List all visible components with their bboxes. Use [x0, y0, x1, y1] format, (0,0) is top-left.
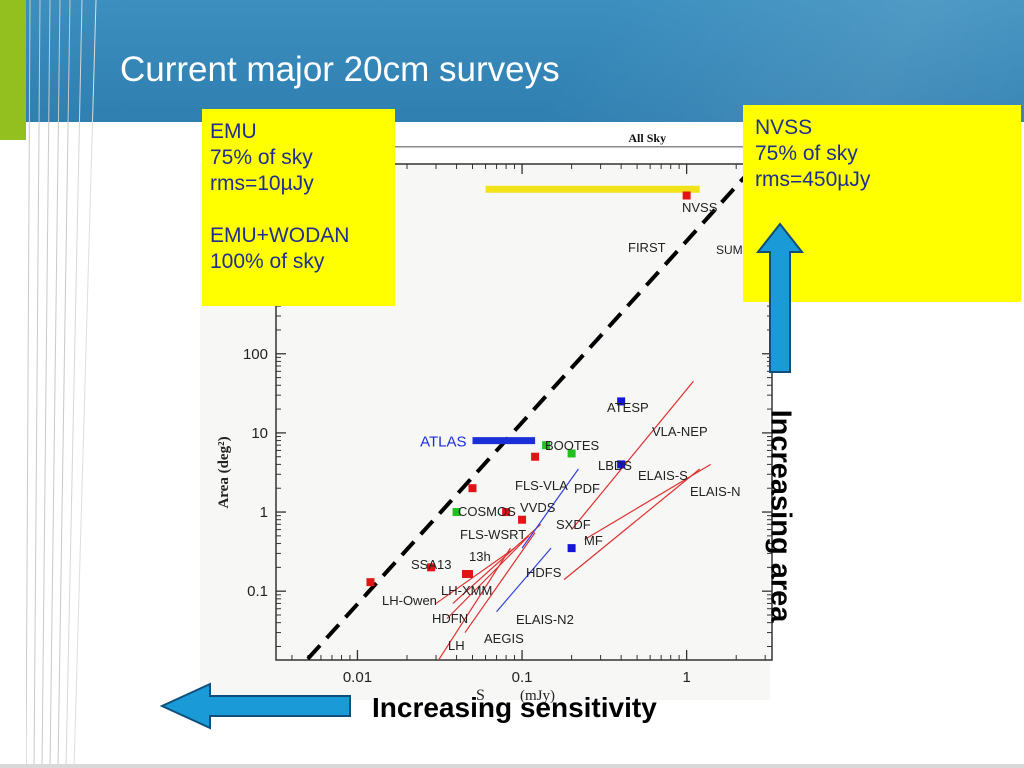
survey-label-hdfn: HDFN	[432, 611, 468, 626]
survey-label-elais-s: ELAIS-S	[638, 468, 688, 483]
bottom-border	[0, 764, 1024, 768]
green-accent-strip	[0, 0, 26, 140]
sensitivity-limit-line	[306, 164, 760, 660]
survey-track-red	[452, 523, 542, 604]
survey-track-red	[464, 532, 536, 633]
survey-label-bootes: BOOTES	[545, 438, 600, 453]
survey-label-aegis: AEGIS	[484, 631, 524, 646]
survey-track-blue	[521, 468, 579, 549]
emu-note-line: EMU	[210, 120, 257, 143]
decorative-lines	[26, 0, 97, 768]
survey-label-hdfs: HDFS	[526, 565, 562, 580]
emu-note-line: rms=10µJy	[210, 172, 314, 196]
survey-point-vvds	[502, 508, 511, 517]
survey-point-first	[682, 191, 691, 200]
survey-point-lbds	[567, 449, 576, 458]
y-tick-label: 0.1	[247, 583, 268, 600]
nvss-note-line: 75% of sky	[755, 142, 858, 166]
survey-track-red	[435, 547, 515, 604]
survey-label-pdf: PDF	[574, 481, 600, 496]
survey-label-vvds: VVDS	[520, 500, 556, 515]
survey-label-vla-nep: VLA-NEP	[652, 424, 708, 439]
survey-point-ssa13	[366, 578, 375, 587]
survey-point-bootes	[542, 441, 551, 450]
plot-axes-frame	[275, 163, 773, 661]
x-tick-label: 1	[682, 669, 690, 686]
survey-label-lh-xmm: LH-XMM	[441, 583, 492, 598]
left-arrow-icon	[159, 682, 351, 730]
survey-label-cosmos: COSMOS	[458, 504, 516, 519]
survey-track-red	[571, 380, 694, 530]
y-tick-label: 1	[260, 504, 268, 521]
survey-label-13h: 13h	[469, 549, 491, 564]
header-band	[0, 0, 1024, 122]
nvss-note-line: rms=450µJy	[755, 168, 871, 192]
emu-note-line: 75% of sky	[210, 146, 313, 170]
atlas-label: ATLAS	[420, 434, 466, 451]
survey-label-atesp: ATESP	[607, 400, 649, 415]
survey-label-elais-n: ELAIS-N	[690, 484, 741, 499]
emu-note-box: EMU 75% of sky rms=10µJy EMU+WODAN 100% …	[202, 109, 395, 306]
survey-label-elais-n2: ELAIS-N2	[516, 612, 574, 627]
x-tick-label: 0.1	[512, 669, 533, 686]
y-tick-label: 10	[251, 425, 268, 442]
survey-point-13h	[427, 563, 436, 572]
survey-track-red	[563, 468, 701, 581]
all-sky-label: All Sky	[628, 131, 666, 145]
survey-label-sum: SUM	[716, 243, 743, 257]
nvss-note-line: NVSS	[755, 116, 813, 139]
x-axis-unit: (mJy)	[520, 688, 555, 704]
survey-label-first: FIRST	[628, 240, 666, 255]
y-tick-label: 100	[243, 346, 268, 363]
survey-label-mf: MF	[584, 533, 603, 548]
emu-note-line: EMU+WODAN	[210, 224, 350, 248]
survey-point-elais-s	[617, 460, 626, 469]
survey-point-cosmos	[468, 484, 477, 493]
survey-label-nvss: NVSS	[682, 200, 718, 215]
survey-label-lh: LH	[448, 638, 465, 653]
slide-title: Current major 20cm surveys	[120, 50, 560, 89]
survey-point-fls-wsrt	[452, 508, 461, 517]
survey-track-red	[446, 535, 530, 620]
increasing-sensitivity-label: Increasing sensitivity	[372, 692, 657, 723]
emu-note-line: 100% of sky	[210, 250, 325, 274]
survey-label-lbds: LBDS	[598, 458, 632, 473]
survey-label-ssa13: SSA13	[411, 557, 451, 572]
nvss-note-box: NVSS 75% of sky rms=450µJy	[743, 105, 1021, 302]
survey-label-lh-owen: LH-Owen	[382, 593, 437, 608]
up-arrow-icon	[755, 222, 805, 373]
survey-point-fls-vla	[531, 452, 540, 461]
x-tick-label: 0.01	[343, 669, 372, 686]
y-axis-label: Area (deg²)	[216, 436, 232, 508]
survey-track-blue	[496, 547, 552, 613]
survey-label-fls-vla: FLS-VLA	[515, 478, 568, 493]
increasing-area-label: Increasing area	[764, 409, 797, 623]
survey-point-sxdf	[518, 515, 527, 524]
x-axis-label: S	[476, 687, 485, 704]
survey-label-sxdf: SXDF	[556, 517, 591, 532]
survey-point-atesp	[617, 397, 626, 406]
survey-point-mf	[567, 544, 576, 553]
survey-label-fls-wsrt: FLS-WSRT	[460, 527, 526, 542]
